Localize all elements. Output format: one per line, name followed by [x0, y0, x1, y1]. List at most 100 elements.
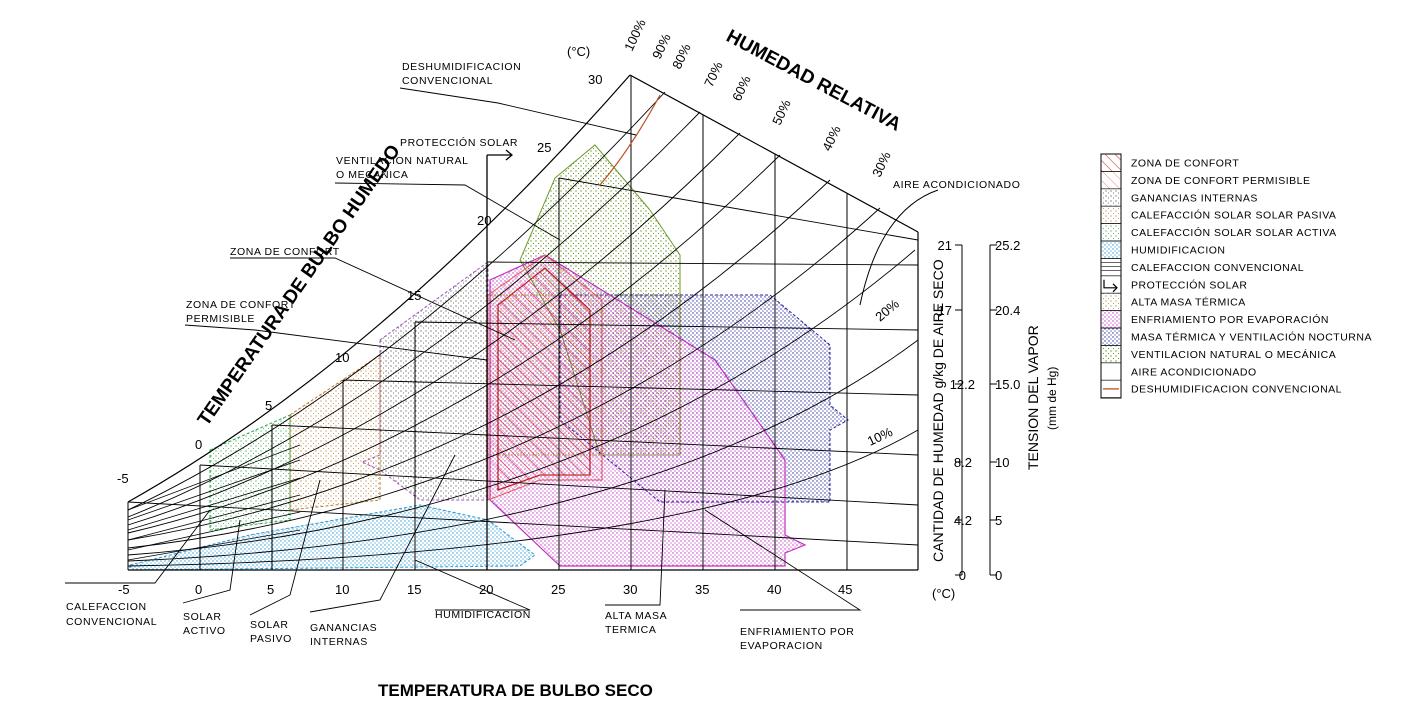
- tick-label: 15.0: [995, 377, 1020, 392]
- tick-label: 40: [767, 582, 781, 597]
- rh-label: 30%: [869, 149, 894, 179]
- legend-label: VENTILACION NATURAL O MECÁNICA: [1131, 348, 1336, 361]
- tension-unit-label: (mm de Hg): [1045, 367, 1059, 430]
- tick-label: 15: [407, 288, 421, 303]
- legend-swatch: [1100, 327, 1122, 346]
- tick-label: 10: [335, 350, 349, 365]
- tick-label: 8.2: [954, 455, 972, 470]
- leader-lines: [65, 87, 862, 616]
- callout-alta-masa: TERMICA: [605, 624, 656, 636]
- calefaccion-lines: [127, 444, 301, 561]
- tick-label: 4.2: [954, 513, 972, 528]
- legend-label: PROTECCIÓN SOLAR: [1131, 278, 1248, 291]
- tick-label: 0: [959, 568, 966, 583]
- legend: ZONA DE CONFORT ZONA DE CONFORT PERMISIBL…: [1100, 153, 1371, 399]
- callout-ventilacion: VENTILACION NATURAL: [336, 155, 469, 167]
- callout-solar-pasivo: SOLAR: [250, 619, 289, 631]
- chart-grid: [127, 74, 939, 571]
- callout-ganancias: GANANCIAS: [310, 622, 377, 634]
- tick-label: 21: [938, 238, 952, 253]
- legend-swatch: [1100, 153, 1122, 172]
- tick-label: 10: [995, 455, 1009, 470]
- callout-deshumidificacion: DESHUMIDIFICACION: [402, 61, 521, 73]
- tick-label: 20: [477, 213, 491, 228]
- tick-label: 0: [995, 568, 1002, 583]
- tick-label: 45: [838, 582, 852, 597]
- callout-solar-activo: ACTIVO: [183, 625, 226, 637]
- legend-label: GANANCIAS INTERNAS: [1131, 192, 1258, 204]
- callout-alta-masa: ALTA MASA: [605, 610, 667, 622]
- callout-confort-permisible: PERMISIBLE: [186, 313, 255, 325]
- vapor-tick-labels: 25.2 20.4 15.0 10 5 0: [995, 238, 1020, 583]
- callout-solar-activo: SOLAR: [183, 611, 222, 623]
- zone-solar-activa: [209, 414, 291, 531]
- rh-label: 20%: [872, 296, 902, 324]
- celsius-top-label: (°C): [567, 44, 590, 59]
- zone-solar-pasiva: [289, 354, 381, 511]
- deshumidificacion-curve: [599, 94, 661, 186]
- tick-label: 17: [938, 303, 952, 318]
- rh-curves: [127, 91, 919, 567]
- rh-label: 50%: [769, 97, 794, 127]
- tick-label: 5: [995, 513, 1002, 528]
- callout-calefaccion: CALEFACCION: [66, 601, 147, 613]
- tick-label: 5: [267, 582, 274, 597]
- rh-label: 70%: [701, 59, 726, 89]
- saturation-curve: [127, 74, 631, 503]
- dry-bulb-tick-labels: -5 0 5 10 15 20 25 30 35 40 45: [118, 582, 852, 597]
- legend-swatch: [1100, 240, 1122, 259]
- legend-label: ZONA DE CONFORT: [1131, 158, 1239, 170]
- legend-label: ZONA DE CONFORT PERMISIBLE: [1131, 175, 1310, 187]
- legend-swatch: [1100, 223, 1122, 242]
- legend-label: HUMIDIFICACION: [1131, 245, 1226, 257]
- rh-label: 60%: [729, 73, 754, 103]
- wet-bulb-lines: [127, 177, 919, 546]
- zone-humidificacion: [129, 504, 536, 571]
- callout-aire: AIRE ACONDICIONADO: [893, 179, 1020, 191]
- legend-label: ENFRIAMIENTO POR EVAPORACIÓN: [1131, 313, 1329, 326]
- legend-label: DESHUMIDIFICACION CONVENCIONAL: [1131, 384, 1342, 396]
- tick-label: 12.2: [950, 377, 975, 392]
- rh-label: 80%: [669, 41, 694, 71]
- zone-confort: [497, 267, 591, 491]
- tick-label: 30: [623, 582, 637, 597]
- wet-bulb-tick-labels: -5 0 5 10 15 20 25 30: [117, 72, 602, 486]
- tick-label: 20: [479, 582, 493, 597]
- callout-deshumidificacion: CONVENCIONAL: [402, 75, 493, 87]
- tension-vapor-title: TENSION DEL VAPOR: [1025, 325, 1041, 470]
- callout-confort-permisible: ZONA DE CONFORT: [186, 299, 296, 311]
- callout-enfriamiento: ENFRIAMIENTO POR: [740, 626, 854, 638]
- tick-label: 25.2: [995, 238, 1020, 253]
- tick-label: 0: [195, 582, 202, 597]
- legend-swatch: [1100, 292, 1122, 311]
- cantidad-humedad-title: CANTIDAD DE HUMEDAD g/kg DE AIRE SECO: [930, 259, 946, 562]
- tick-label: 25: [537, 140, 551, 155]
- callout-ganancias: INTERNAS: [310, 636, 368, 648]
- callout-humidificacion: HUMIDIFICACION: [435, 609, 531, 621]
- tick-label: 15: [407, 582, 421, 597]
- legend-arrow-icon: [1103, 279, 1117, 289]
- tick-label: 30: [588, 72, 602, 87]
- callouts: DESHUMIDIFICACION CONVENCIONAL PROTECCIÓ…: [66, 61, 1020, 652]
- legend-swatch: [1100, 345, 1122, 364]
- humidity-axis: [955, 244, 997, 576]
- legend-swatch: [1100, 379, 1122, 398]
- aire-acondicionado-curve: [859, 189, 939, 306]
- callout-proteccion: PROTECCIÓN SOLAR: [400, 136, 518, 149]
- legend-swatch: [1100, 310, 1122, 329]
- callout-ventilacion: O MECANICA: [336, 169, 409, 181]
- tick-label: -5: [118, 582, 130, 597]
- legend-arrow-head: [1112, 283, 1118, 293]
- legend-label: CALEFACCION CONVENCIONAL: [1131, 262, 1304, 274]
- rh-label: 40%: [819, 123, 844, 153]
- humidity-tick-labels: 21 17 12.2 8.2 4.2 0: [938, 238, 975, 583]
- legend-label: CALEFACCIÓN SOLAR SOLAR PASIVA: [1131, 209, 1336, 222]
- rh-label: 100%: [621, 16, 649, 53]
- tick-label: 5: [265, 398, 272, 413]
- legend-swatch: [1100, 205, 1122, 224]
- celsius-bottom-label: (°C): [932, 586, 955, 601]
- tick-label: 0: [195, 437, 202, 452]
- legend-label: ALTA MASA TÉRMICA: [1131, 296, 1246, 309]
- legend-label: CALEFACCIÓN SOLAR SOLAR ACTIVA: [1131, 226, 1337, 239]
